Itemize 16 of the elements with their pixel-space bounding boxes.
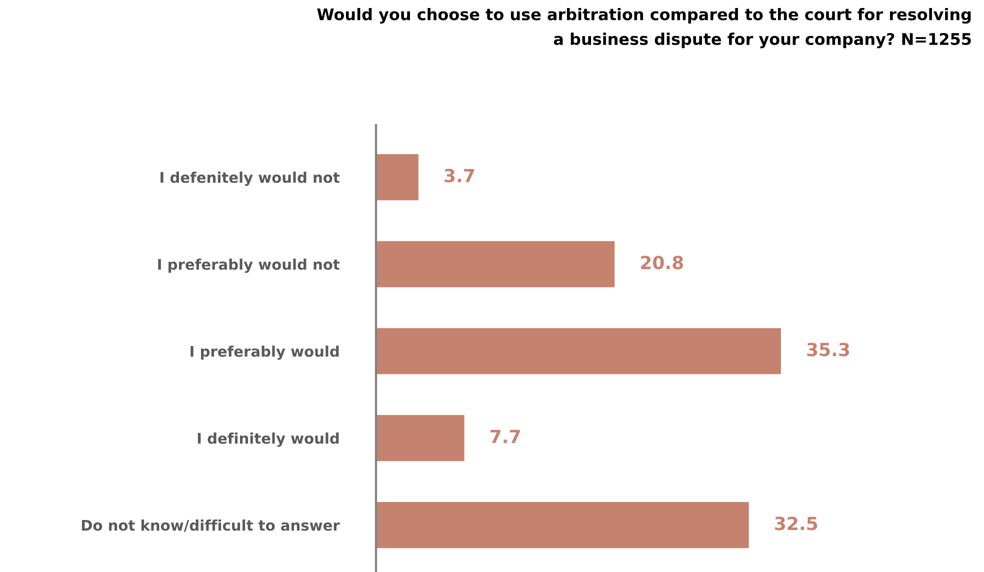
y-tick-label: I defenitely would not (160, 172, 340, 186)
y-tick-label: I definitely would (198, 432, 339, 447)
y-tick-label: I preferably would not (158, 258, 340, 273)
bar (376, 328, 781, 374)
bar (376, 502, 749, 548)
bar (376, 415, 464, 462)
data-label: 20.8 (641, 256, 684, 270)
bar (376, 154, 418, 200)
data-label: 32.5 (775, 516, 818, 530)
chart-title: Would you choose to use arbitration compared to the court for resolving a business dispute for your company? N=1255 (317, 8, 971, 48)
bar (376, 241, 615, 288)
data-label: 35.3 (807, 342, 850, 356)
data-label: 7.7 (490, 430, 520, 444)
y-tick-label: Do not know/difficult to answer (82, 520, 340, 532)
data-label: 3.7 (444, 168, 474, 182)
y-tick-label: I preferably would (190, 346, 339, 360)
